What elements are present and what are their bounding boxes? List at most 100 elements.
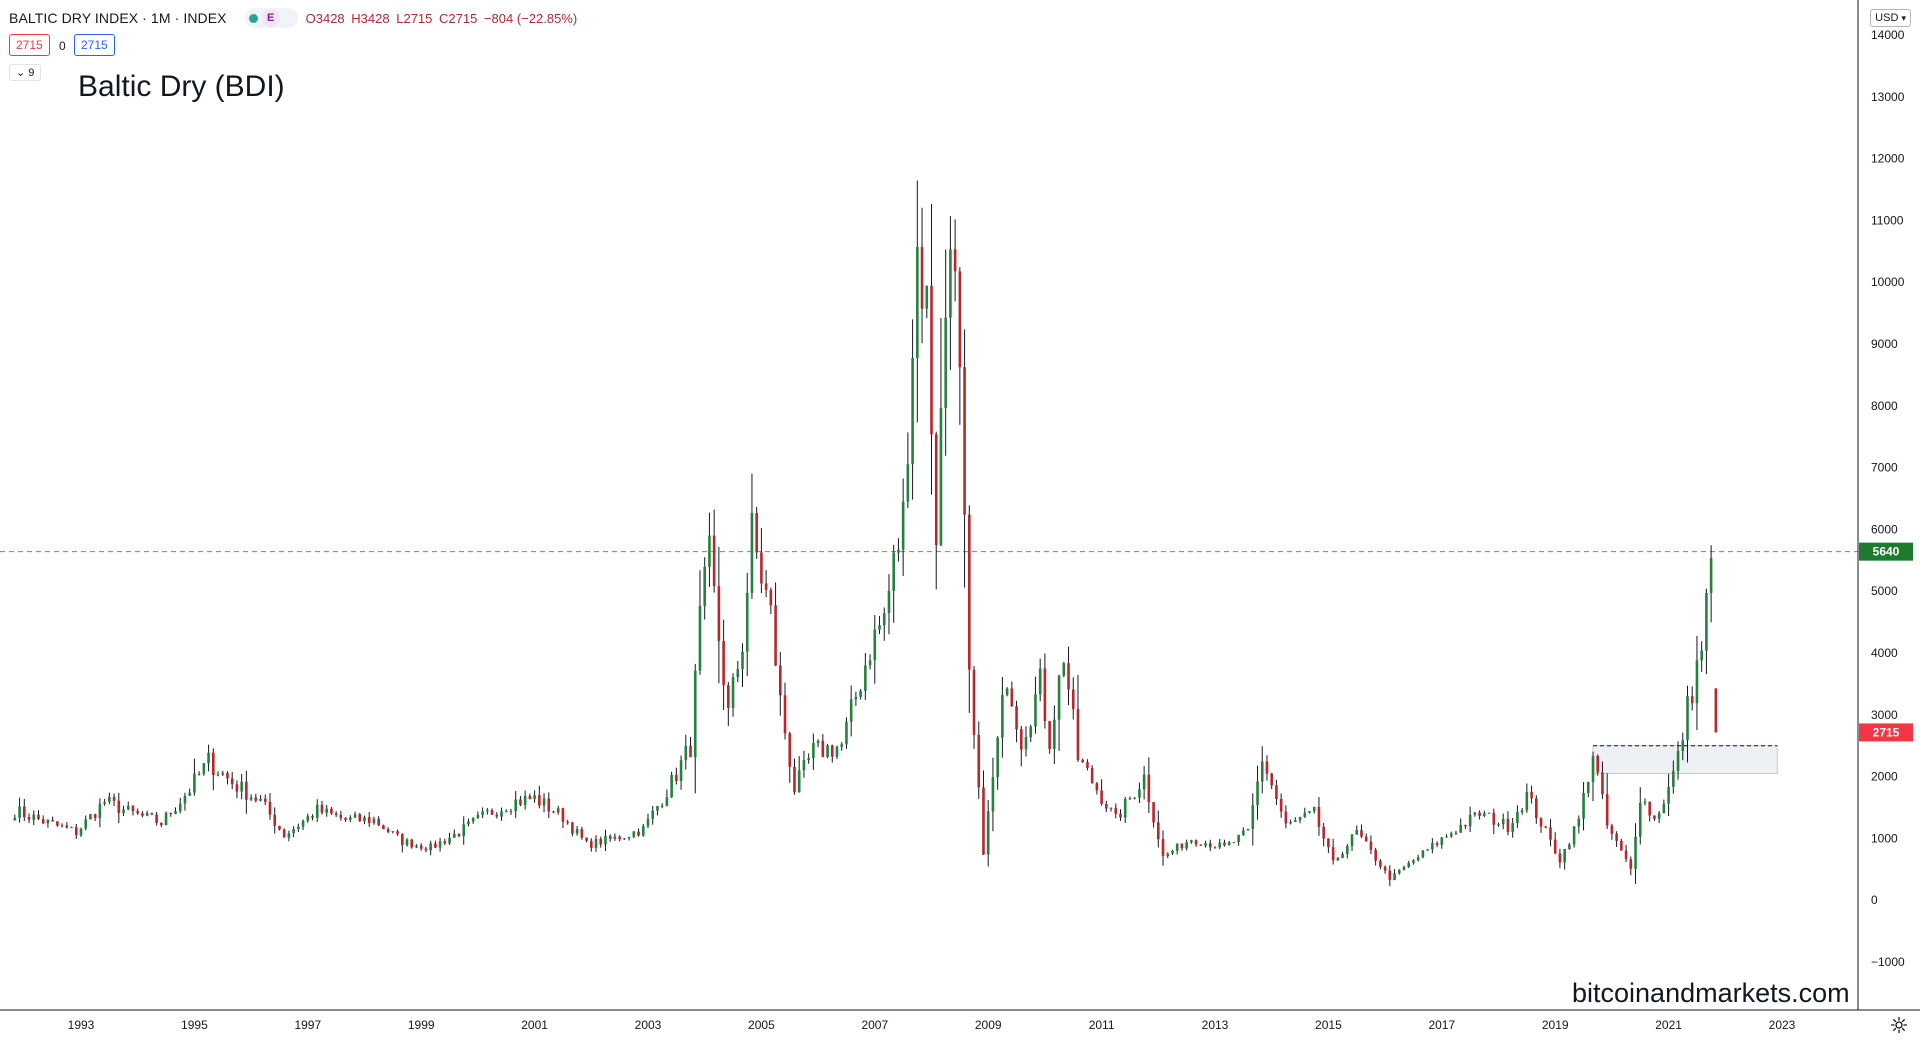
candle-down: [585, 837, 588, 841]
candle-down: [1147, 774, 1151, 803]
candle-up: [887, 590, 891, 614]
candle-up: [188, 792, 191, 796]
candle-up: [1667, 786, 1670, 804]
candle-down: [519, 799, 522, 805]
candle-down: [561, 808, 565, 822]
candle-up: [679, 760, 683, 781]
candle-down: [1492, 812, 1496, 825]
candle-up: [429, 843, 432, 851]
close-value: C2715: [439, 10, 478, 26]
candles-group: [0, 180, 1858, 887]
candle-down: [1071, 689, 1075, 710]
candle-down: [131, 805, 135, 812]
candle-up: [126, 805, 130, 810]
price-tick-label: 11000: [1871, 213, 1904, 227]
market-status-pill[interactable]: E: [244, 8, 298, 28]
candle-up: [1520, 810, 1524, 813]
candle-down: [1360, 829, 1363, 837]
candle-up: [1029, 726, 1033, 738]
candle-down: [1530, 791, 1533, 799]
candle-up: [46, 819, 50, 824]
buy-price-box[interactable]: 2715: [74, 34, 115, 56]
candle-up: [462, 824, 466, 837]
candle-down: [1180, 843, 1184, 849]
time-tick-label: 2005: [748, 1018, 775, 1032]
symbol-label[interactable]: BALTIC DRY INDEX · 1M · INDEX: [9, 10, 227, 26]
candle-up: [533, 795, 536, 800]
candle-down: [580, 829, 584, 838]
candle-down: [377, 818, 380, 826]
candle-up: [944, 317, 947, 408]
support-zone[interactable]: [1592, 745, 1778, 775]
candle-up: [925, 285, 929, 309]
candle-up: [684, 745, 688, 761]
candle-down: [282, 829, 286, 838]
candle-up: [174, 811, 177, 814]
indicators-toggle[interactable]: ⌄ 9: [9, 64, 42, 81]
candle-down: [1464, 824, 1467, 827]
event-badge[interactable]: E: [261, 9, 280, 27]
candle-down: [1208, 843, 1212, 848]
candle-down: [1553, 839, 1557, 854]
change-value: −804 (−22.85%): [483, 10, 578, 26]
time-tick-label: 2023: [1769, 1018, 1796, 1032]
candle-up: [1142, 774, 1146, 790]
candle-down: [608, 835, 612, 839]
candle-up: [1336, 857, 1340, 861]
candle-up: [1128, 798, 1132, 800]
candle-down: [160, 823, 163, 825]
candle-up: [849, 699, 853, 722]
candle-up: [1582, 793, 1585, 819]
candle-down: [1157, 822, 1160, 840]
candle-down: [245, 781, 248, 800]
candle-up: [183, 795, 187, 804]
candle-up: [523, 795, 527, 805]
candle-down: [1076, 709, 1080, 760]
candle-up: [287, 833, 291, 838]
candle-up: [986, 811, 990, 855]
candle-down: [1270, 773, 1273, 786]
candle-down: [358, 814, 362, 822]
time-tick-label: 1993: [68, 1018, 95, 1032]
candle-down: [930, 285, 933, 435]
candle-up: [306, 816, 310, 821]
candle-down: [1596, 755, 1600, 773]
candle-up: [840, 744, 844, 747]
last-price-label-bg: [1859, 723, 1913, 742]
candle-up: [164, 812, 168, 825]
candle-up: [363, 817, 366, 822]
candle-up: [1289, 821, 1292, 824]
candle-up: [1586, 782, 1590, 794]
sell-price-box[interactable]: 2715: [9, 34, 50, 56]
candle-down: [1010, 688, 1014, 707]
candle-up: [864, 665, 867, 691]
candle-down: [212, 752, 215, 775]
candle-down: [755, 513, 758, 553]
candle-down: [386, 829, 390, 832]
candle-down: [1544, 826, 1548, 828]
candle-up: [556, 808, 560, 813]
candle-up: [736, 669, 740, 678]
candle-down: [1620, 840, 1623, 851]
time-tick-label: 1999: [408, 1018, 435, 1032]
candle-down: [958, 271, 962, 368]
time-axis[interactable]: 1993 1995 1997 1999 2001 2003 2005 2007 2009 2011…: [0, 1009, 1920, 1032]
price-axis[interactable]: −1000 0 1000 2000 3000 4000 5000 6000 7000 8000 90…: [1857, 0, 1913, 1010]
candle-up: [1166, 853, 1170, 856]
candle-up: [476, 814, 480, 819]
candle-up: [1577, 818, 1581, 827]
candle-up: [405, 839, 409, 846]
candle-up: [1123, 798, 1127, 818]
candle-up: [703, 566, 706, 607]
candle-down: [141, 813, 144, 816]
candle-up: [892, 552, 895, 591]
candle-up: [627, 836, 631, 839]
currency-button[interactable]: USD ▾: [1870, 9, 1911, 27]
gear-icon[interactable]: [1890, 1016, 1908, 1034]
candle-up: [1190, 840, 1193, 843]
candle-down: [1090, 767, 1094, 784]
candle-down: [1539, 818, 1543, 827]
candle-down: [56, 821, 59, 826]
candle-up: [1294, 820, 1297, 822]
